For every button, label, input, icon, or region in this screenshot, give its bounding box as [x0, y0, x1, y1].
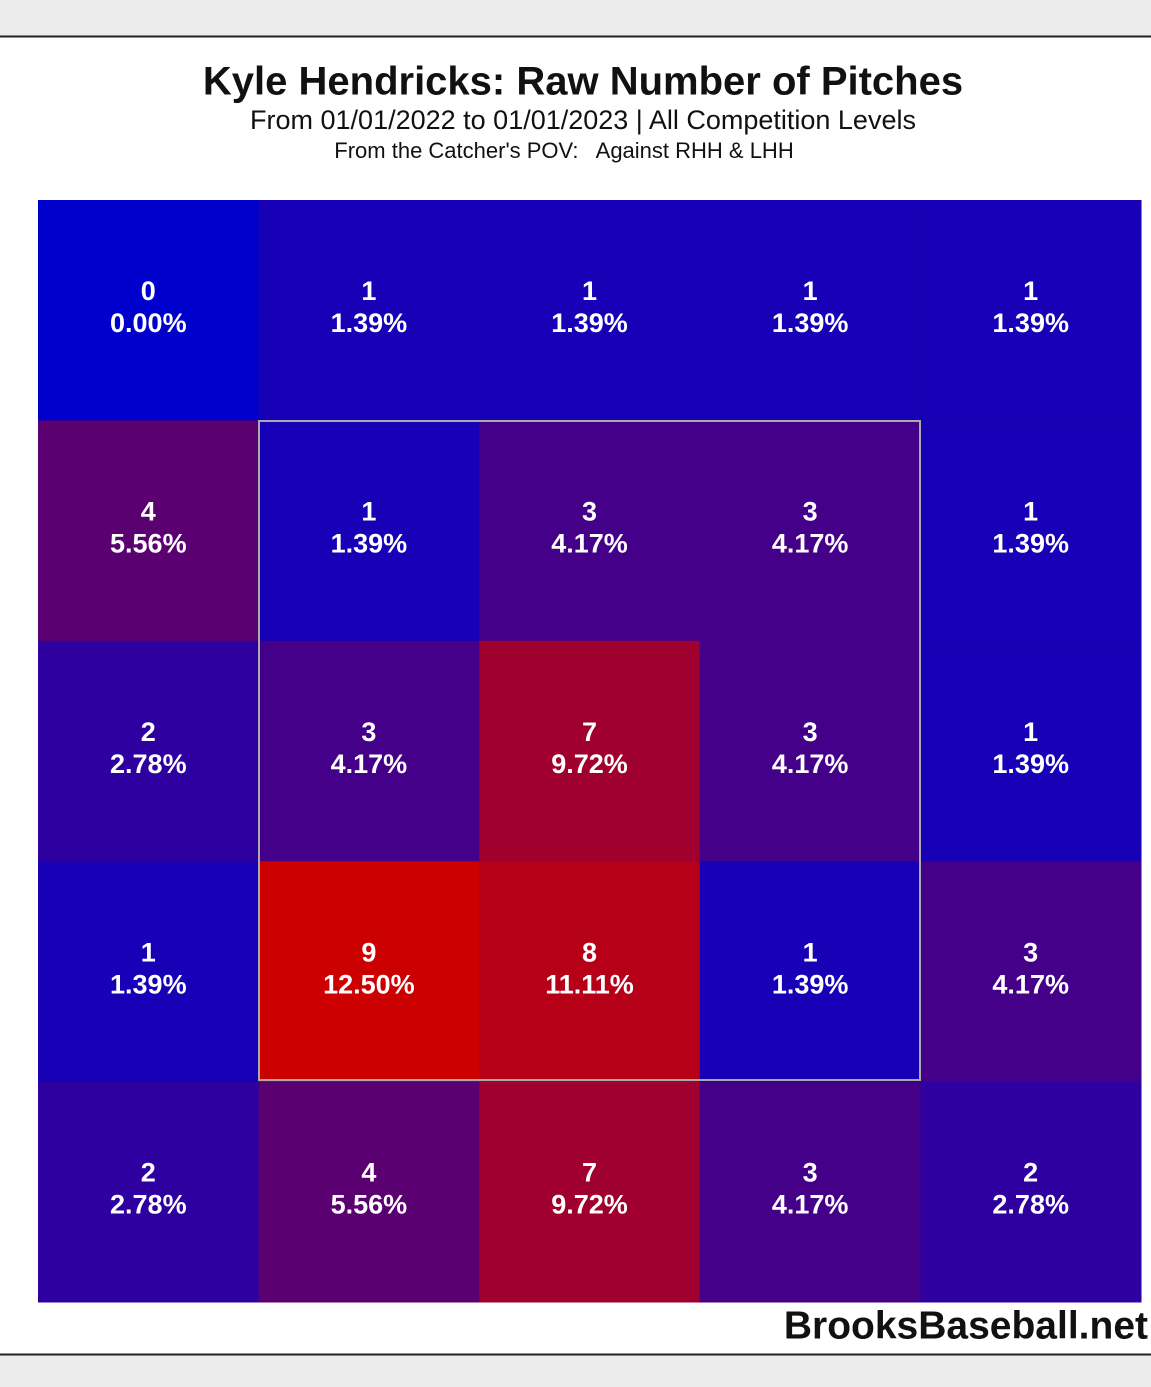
cell-count: 4 — [141, 497, 156, 527]
cell-percent: 1.39% — [331, 308, 408, 338]
cell-percent: 1.39% — [992, 308, 1069, 338]
heat-cell — [479, 640, 701, 862]
watermark: BrooksBaseball.net — [784, 1304, 1148, 1347]
heat-cell — [699, 1081, 921, 1303]
heat-cell — [920, 420, 1142, 642]
heat-cell — [258, 1081, 480, 1303]
cell-count: 8 — [582, 937, 597, 967]
heat-cell — [699, 861, 921, 1083]
chart-subtitle: From 01/01/2022 to 01/01/2023 | All Comp… — [250, 105, 916, 135]
cell-count: 1 — [141, 937, 156, 967]
chart-subtitle-2: From the Catcher's POV: Against RHH & LH… — [334, 138, 793, 163]
heat-cell — [479, 420, 701, 642]
cell-count: 1 — [1023, 276, 1038, 306]
cell-percent: 2.78% — [110, 749, 187, 779]
cell-percent: 9.72% — [551, 749, 628, 779]
cell-count: 1 — [803, 937, 818, 967]
chart-title: Kyle Hendricks: Raw Number of Pitches — [203, 60, 963, 104]
cell-count: 1 — [1023, 497, 1038, 527]
cell-percent: 5.56% — [110, 529, 187, 559]
heat-cell — [38, 1081, 260, 1303]
cell-percent: 1.39% — [331, 529, 408, 559]
strike-zone — [258, 420, 921, 1081]
cell-count: 3 — [582, 497, 597, 527]
cell-count: 0 — [141, 276, 156, 306]
cell-percent: 4.17% — [772, 749, 849, 779]
heat-cell — [258, 200, 480, 421]
heat-cell — [38, 640, 260, 862]
cell-count: 1 — [1023, 717, 1038, 747]
cell-count: 1 — [803, 276, 818, 306]
cell-percent: 1.39% — [992, 749, 1069, 779]
cell-percent: 9.72% — [551, 1190, 628, 1220]
heat-cell — [479, 861, 701, 1083]
cell-percent: 1.39% — [992, 529, 1069, 559]
heat-cell — [38, 420, 260, 642]
heat-cell — [38, 200, 260, 421]
cell-percent: 2.78% — [110, 1190, 187, 1220]
cell-percent: 12.50% — [323, 969, 415, 999]
cell-percent: 1.39% — [772, 969, 849, 999]
heat-cell — [699, 200, 921, 421]
heat-cell — [479, 1081, 701, 1303]
heat-cell — [258, 420, 480, 642]
cell-percent: 5.56% — [331, 1190, 408, 1220]
heat-cell — [699, 420, 921, 642]
bottom-band — [0, 1355, 1151, 1387]
cell-percent: 4.17% — [772, 1190, 849, 1220]
heat-cell — [920, 861, 1142, 1083]
cell-count: 7 — [582, 717, 597, 747]
cell-count: 7 — [582, 1158, 597, 1188]
cell-count: 2 — [141, 717, 156, 747]
cell-percent: 0.00% — [110, 308, 187, 338]
heat-cell — [920, 1081, 1142, 1303]
heat-cell — [38, 861, 260, 1083]
cell-count: 2 — [141, 1158, 156, 1188]
cell-percent: 4.17% — [551, 529, 628, 559]
heatmap-grid: 00.00%11.39%11.39%11.39%11.39%45.56%11.3… — [38, 200, 1142, 1303]
cell-count: 2 — [1023, 1158, 1038, 1188]
cell-count: 3 — [803, 497, 818, 527]
cell-count: 1 — [361, 497, 376, 527]
cell-count: 9 — [361, 937, 376, 967]
cell-count: 1 — [361, 276, 376, 306]
cell-count: 3 — [803, 1158, 818, 1188]
heat-cell — [920, 200, 1142, 421]
cell-percent: 1.39% — [110, 969, 187, 999]
heat-cell — [699, 640, 921, 862]
cell-count: 4 — [361, 1158, 376, 1188]
cell-percent: 4.17% — [772, 529, 849, 559]
cell-percent: 2.78% — [992, 1190, 1069, 1220]
top-band — [0, 0, 1151, 36]
heat-cell — [258, 861, 480, 1083]
heat-cell — [479, 200, 701, 421]
heat-cell — [258, 640, 480, 862]
cell-percent: 4.17% — [331, 749, 408, 779]
cell-percent: 1.39% — [551, 308, 628, 338]
cell-count: 1 — [582, 276, 597, 306]
heat-cell — [920, 640, 1142, 862]
cell-percent: 11.11% — [545, 969, 634, 999]
cell-percent: 4.17% — [992, 969, 1069, 999]
cell-percent: 1.39% — [772, 308, 849, 338]
cell-count: 3 — [1023, 937, 1038, 967]
cell-count: 3 — [803, 717, 818, 747]
cell-count: 3 — [361, 717, 376, 747]
